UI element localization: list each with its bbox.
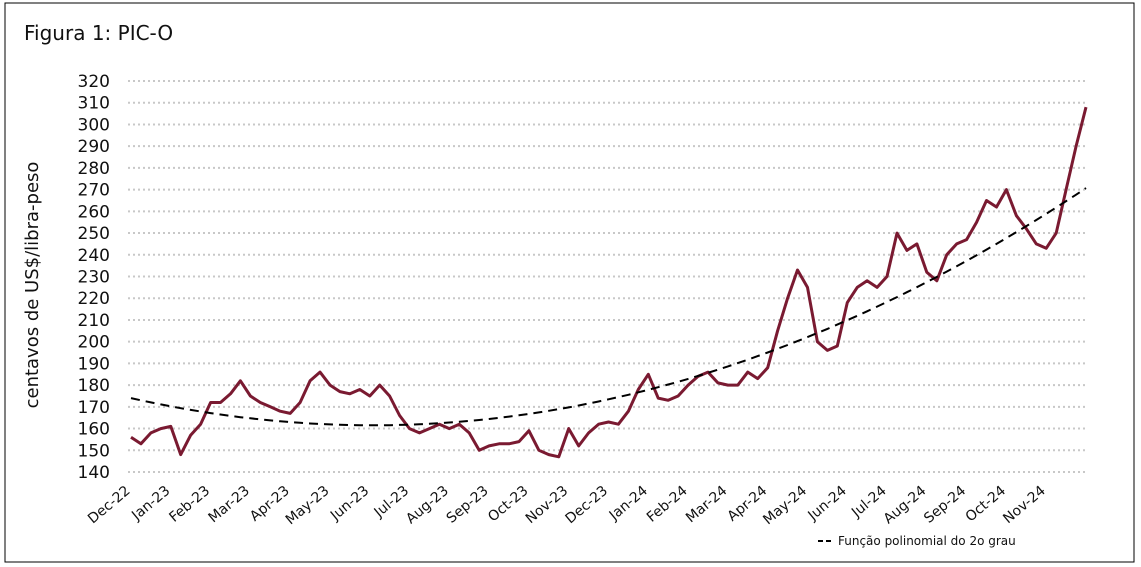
y-tick-label: 280 [78, 159, 110, 179]
y-tick-label: 190 [78, 354, 110, 374]
y-tick-label: 260 [78, 202, 110, 222]
data-line [130, 106, 1088, 459]
y-axis-label: centavos de US$/libra-peso [22, 162, 43, 409]
y-tick-label: 160 [78, 420, 110, 440]
frame [4, 2, 1135, 563]
y-tick-label: 140 [78, 463, 110, 483]
y-tick-label: 210 [78, 311, 110, 331]
y-tick-label: 270 [78, 181, 110, 201]
y-tick-label: 290 [78, 137, 110, 157]
y-tick-label: 300 [78, 115, 110, 135]
y-tick-label: 180 [78, 376, 110, 396]
y-tick-label: 230 [78, 268, 110, 288]
y-tick-label: 220 [78, 289, 110, 309]
legend-label: Função polinomial do 2o grau [838, 534, 1016, 548]
y-tick-label: 150 [78, 441, 110, 461]
y-tick-label: 320 [78, 72, 110, 92]
y-tick-label: 200 [78, 333, 110, 353]
y-tick-label: 240 [78, 246, 110, 266]
chart-title: Figura 1: PIC-O [24, 21, 173, 45]
trend-line [130, 187, 1087, 427]
y-tick-label: 250 [78, 224, 110, 244]
y-tick-label: 310 [78, 94, 110, 114]
y-tick-label: 170 [78, 398, 110, 418]
